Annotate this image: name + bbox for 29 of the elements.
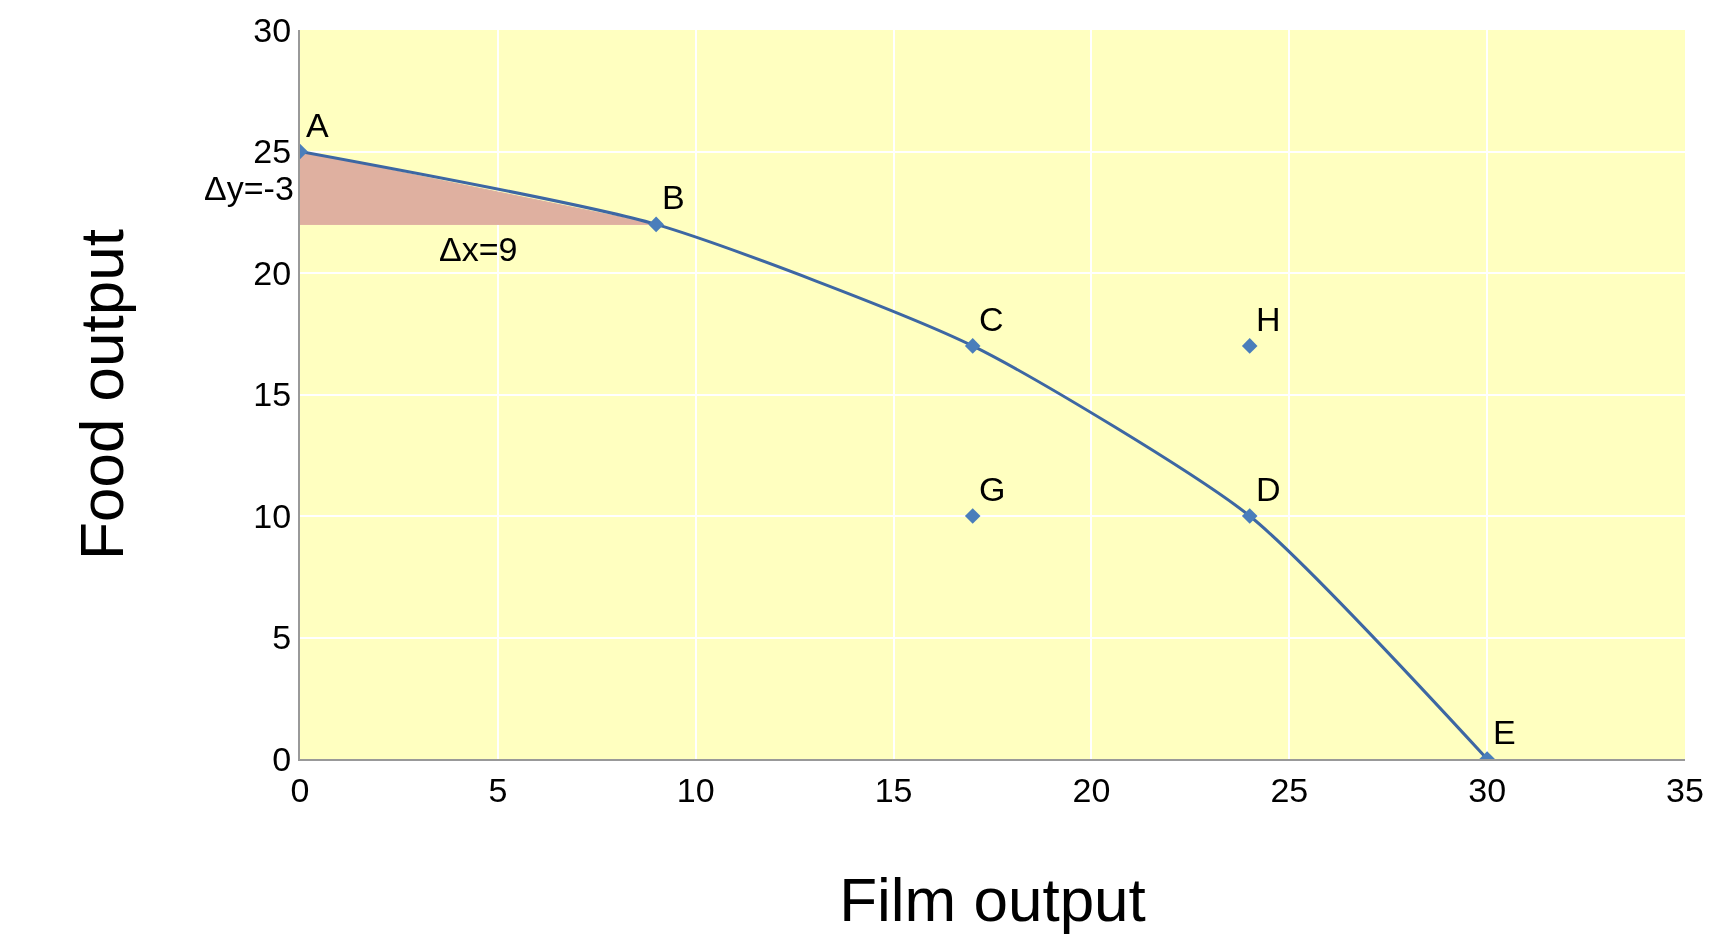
- point: [964, 338, 981, 354]
- y-tick-label: 10: [253, 496, 292, 535]
- y-axis-title: Food output: [66, 229, 136, 560]
- y-tick-label: 15: [253, 375, 292, 414]
- annotation: Δy=-3: [204, 169, 294, 207]
- x-axis-title: Film output: [839, 865, 1146, 935]
- annotation: A: [306, 106, 329, 144]
- annotation: B: [662, 178, 685, 216]
- y-tick-label: 20: [253, 253, 292, 292]
- annotation: D: [1256, 470, 1281, 508]
- x-tick-label: 20: [1072, 770, 1111, 809]
- x-tick-label: 10: [676, 770, 715, 809]
- annotation: E: [1493, 713, 1516, 751]
- point: [1241, 338, 1258, 354]
- x-tick-label: 30: [1468, 770, 1507, 809]
- annotation: C: [979, 300, 1004, 338]
- x-tick-label: 35: [1666, 770, 1704, 809]
- x-tick-label: 25: [1270, 770, 1309, 809]
- y-tick-label: 25: [253, 132, 292, 171]
- annotation: H: [1256, 300, 1281, 338]
- point: [1241, 508, 1258, 524]
- y-tick-label: 5: [272, 618, 292, 657]
- y-tick-label: 30: [253, 10, 292, 49]
- y-tick-label: 0: [272, 739, 292, 778]
- annotation: G: [979, 470, 1006, 508]
- x-tick-label: 15: [874, 770, 913, 809]
- annotation: Δx=9: [439, 230, 518, 268]
- point: [964, 508, 981, 524]
- x-tick-label: 5: [488, 770, 508, 809]
